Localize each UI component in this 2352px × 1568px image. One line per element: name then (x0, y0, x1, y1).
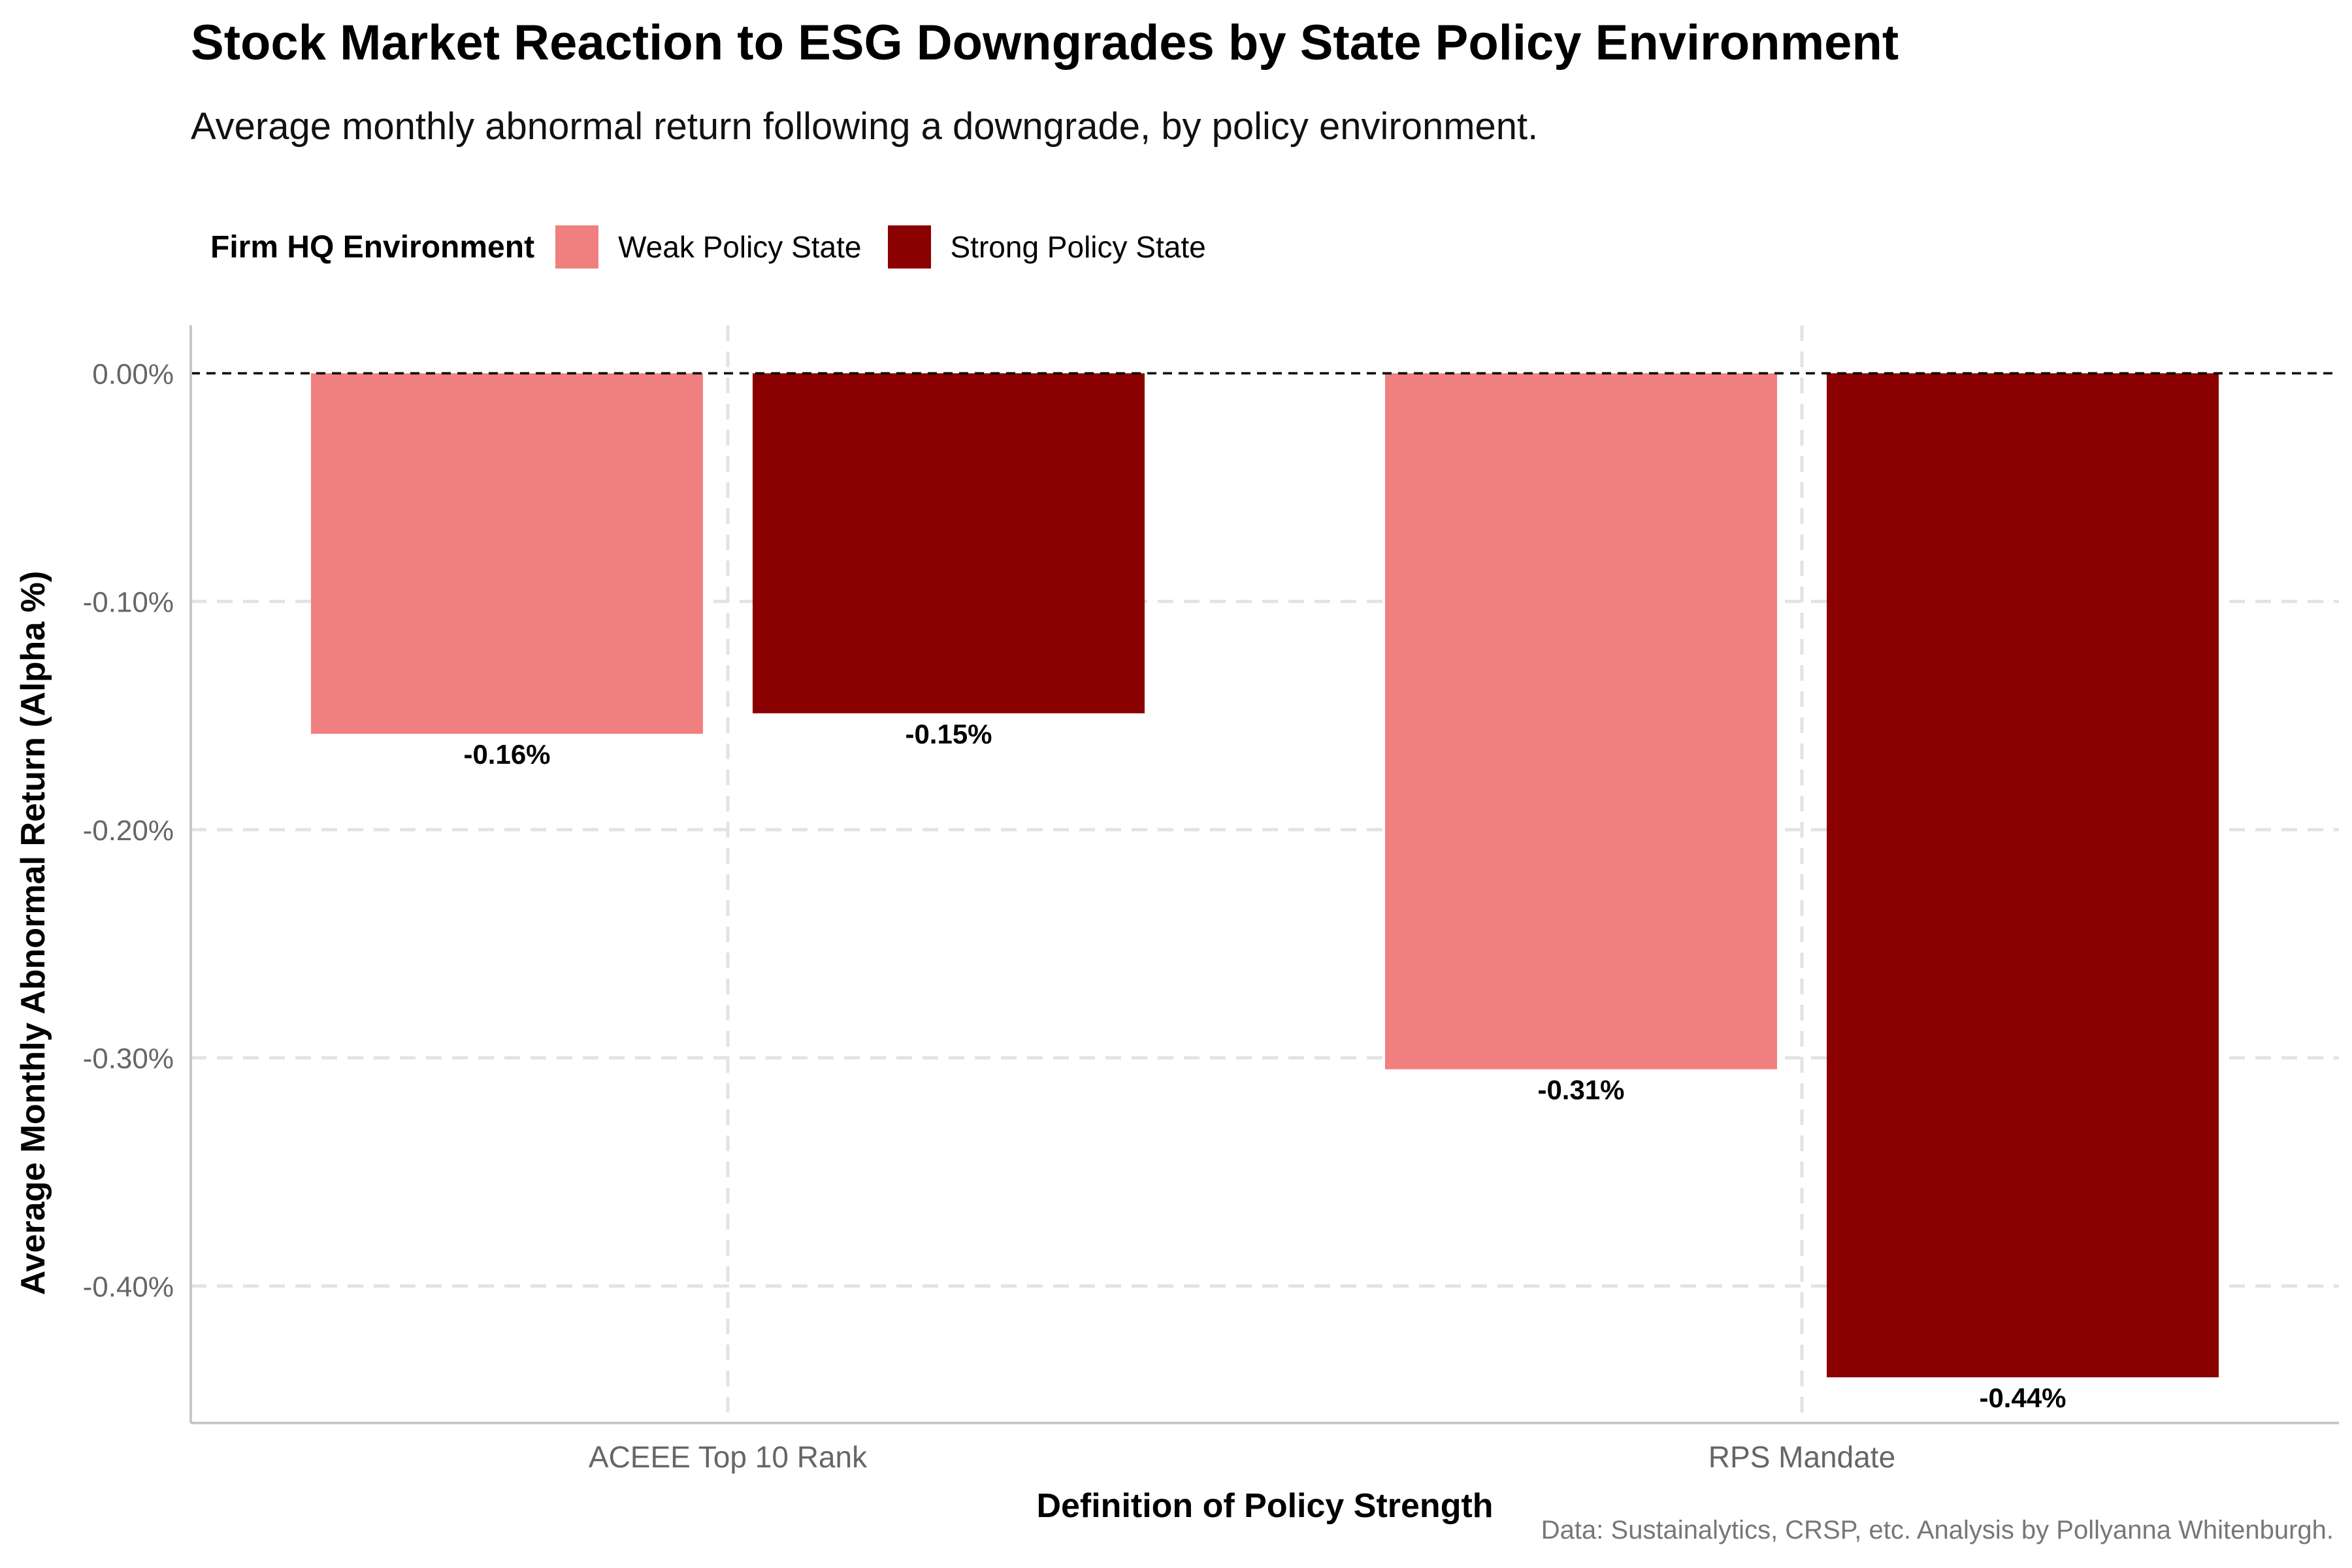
y-tick-label: -0.40% (83, 1271, 174, 1303)
labels: -0.16% -0.31% -0.15% -0.44% 0.00% -0.10% -0.20… (14, 358, 2066, 1525)
y-tick-label: -0.20% (83, 815, 174, 847)
data-label: -0.44% (1979, 1382, 2066, 1413)
legend-item-weak: Weak Policy State (555, 225, 862, 269)
bars (311, 373, 2219, 1378)
legend: Firm HQ Environment Weak Policy State St… (210, 221, 1232, 273)
bar (753, 373, 1145, 713)
legend-title: Firm HQ Environment (210, 229, 535, 265)
data-label: -0.31% (1537, 1075, 1624, 1105)
bar (1385, 373, 1777, 1070)
data-label: -0.16% (463, 739, 550, 770)
x-tick-label: RPS Mandate (1708, 1440, 1895, 1474)
bar (311, 373, 703, 734)
legend-label-weak: Weak Policy State (618, 230, 862, 264)
bar (1827, 373, 2219, 1378)
chart-title: Stock Market Reaction to ESG Downgrades … (191, 15, 1899, 71)
y-tick-label: -0.30% (83, 1043, 174, 1075)
y-tick-label: -0.10% (83, 587, 174, 619)
legend-item-strong: Strong Policy State (887, 225, 1206, 269)
legend-swatch-strong (887, 225, 931, 269)
legend-label-strong: Strong Policy State (950, 230, 1206, 264)
legend-swatch-weak (555, 225, 599, 269)
axes (189, 325, 2339, 1424)
y-axis-title: Average Monthly Abnormal Return (Alpha %… (14, 571, 52, 1295)
data-label: -0.15% (905, 719, 992, 749)
chart-subtitle: Average monthly abnormal return followin… (191, 105, 1539, 148)
chart-caption: Data: Sustainalytics, CRSP, etc. Analysi… (1541, 1516, 2334, 1544)
x-tick-label: ACEEE Top 10 Rank (589, 1440, 868, 1474)
x-axis-title: Definition of Policy Strength (1036, 1487, 1493, 1525)
y-tick-label: 0.00% (92, 358, 174, 390)
